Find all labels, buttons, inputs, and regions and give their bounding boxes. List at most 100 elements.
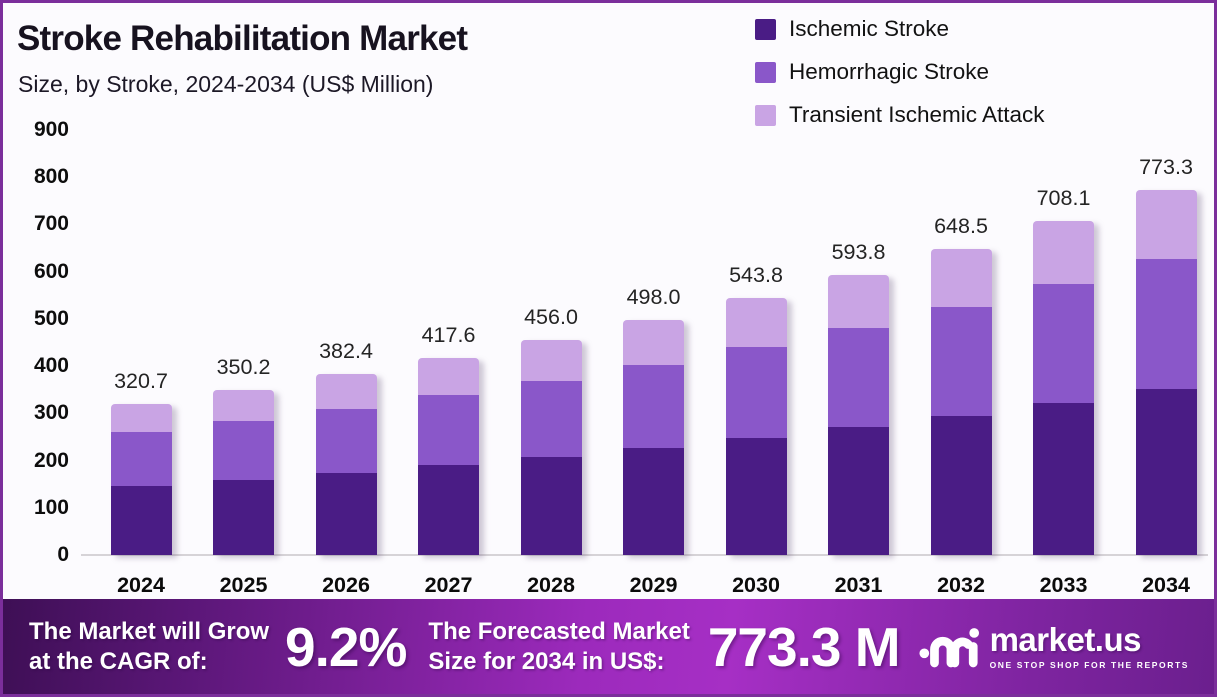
marketus-text-block: market.us ONE STOP SHOP FOR THE REPORTS (990, 623, 1189, 670)
y-tick-label-300: 300 (33, 401, 69, 425)
segment-hemorrhagic-stroke-2025 (213, 421, 274, 480)
axis-baseline (81, 554, 1208, 556)
segment-transient-ischemic-attack-2034 (1135, 189, 1197, 260)
marketus-tagline: ONE STOP SHOP FOR THE REPORTS (989, 660, 1190, 670)
segment-ischemic-stroke-2033 (1033, 402, 1094, 555)
x-axis-label-2033: 2033 (1039, 573, 1088, 597)
segment-hemorrhagic-stroke-2032 (930, 306, 992, 416)
segment-hemorrhagic-stroke-2031 (828, 327, 889, 428)
bar-2025 (213, 389, 274, 555)
bar-total-label-2030: 543.8 (729, 263, 783, 288)
segment-hemorrhagic-stroke-2029 (623, 364, 684, 448)
segment-transient-ischemic-attack-2027 (418, 357, 479, 396)
plot-area: 320.7 350.2 382.4 417.6 456.0 498.0 543.8 593.8… (81, 130, 1208, 555)
bar-total-label-2028: 456.0 (524, 304, 578, 329)
cagr-label-line1: The Market will Grow (29, 617, 270, 645)
legend-label: Ischemic Stroke (789, 16, 950, 41)
segment-transient-ischemic-attack-2026 (315, 374, 377, 409)
x-axis-label-2027: 2027 (424, 573, 473, 597)
x-axis-label-2030: 2030 (732, 573, 780, 597)
y-tick-label-500: 500 (33, 306, 69, 330)
forecast-label-line2: Size for 2034 in US$: (428, 647, 665, 675)
y-tick-label-0: 0 (57, 543, 69, 566)
bar-total-label-2034: 773.3 (1139, 154, 1193, 179)
cagr-value: 9.2% (285, 615, 407, 678)
forecast-label-line1: The Forecasted Market (428, 617, 690, 645)
segment-ischemic-stroke-2029 (623, 448, 684, 555)
legend-label: Transient Ischemic Attack (789, 102, 1045, 127)
legend-item-hemorrhagic-stroke: Hemorrhagic Stroke (755, 59, 1045, 85)
y-tick-label-600: 600 (33, 259, 69, 283)
segment-ischemic-stroke-2028 (520, 457, 582, 555)
segment-transient-ischemic-attack-2028 (520, 339, 582, 381)
bar-2032 (930, 248, 992, 555)
bar-2031 (828, 274, 889, 555)
segment-hemorrhagic-stroke-2028 (520, 380, 582, 458)
legend-item-transient-ischemic-attack: Transient Ischemic Attack (755, 102, 1045, 128)
segment-hemorrhagic-stroke-2034 (1135, 259, 1197, 389)
segment-transient-ischemic-attack-2025 (213, 389, 274, 422)
marketus-swirl-icon (919, 628, 979, 668)
bar-2034 (1135, 189, 1197, 555)
segment-ischemic-stroke-2031 (828, 427, 889, 555)
bar-2028 (520, 339, 582, 555)
segment-transient-ischemic-attack-2024 (110, 403, 172, 433)
y-tick-label-700: 700 (33, 212, 69, 236)
legend: Ischemic Stroke Hemorrhagic Stroke Trans… (755, 16, 1045, 145)
x-axis-label-2028: 2028 (527, 573, 575, 597)
forecast-label: The Forecasted Market Size for 2034 in U… (428, 617, 689, 677)
segment-ischemic-stroke-2024 (110, 486, 172, 555)
legend-swatch-ischemic (755, 18, 776, 40)
x-axis-label-2034: 2034 (1142, 573, 1190, 597)
bottom-banner: The Market will Grow at the CAGR of: 9.2… (3, 599, 1214, 694)
bar-2026 (315, 374, 377, 555)
marketus-wordmark: market.us (989, 621, 1142, 658)
segment-hemorrhagic-stroke-2024 (110, 432, 172, 487)
segment-ischemic-stroke-2025 (213, 479, 274, 555)
segment-ischemic-stroke-2027 (418, 465, 479, 555)
bar-total-label-2026: 382.4 (319, 339, 373, 364)
bar-total-label-2031: 593.8 (831, 239, 886, 264)
bar-total-label-2024: 320.7 (114, 368, 168, 393)
marketus-logo: market.us ONE STOP SHOP FOR THE REPORTS (918, 623, 1189, 670)
x-axis-label-2025: 2025 (219, 573, 268, 597)
bar-2030 (725, 298, 787, 555)
legend-swatch-hemorrhagic (755, 61, 776, 83)
y-tick-label-400: 400 (33, 354, 69, 378)
cagr-label-line2: at the CAGR of: (29, 647, 208, 675)
bar-total-label-2025: 350.2 (216, 354, 271, 379)
bar-2033 (1033, 220, 1094, 555)
legend-swatch-tia (755, 104, 776, 126)
segment-hemorrhagic-stroke-2027 (418, 395, 479, 466)
segment-transient-ischemic-attack-2033 (1033, 220, 1094, 285)
legend-item-ischemic-stroke: Ischemic Stroke (755, 16, 1045, 42)
x-axis-label-2032: 2032 (937, 573, 985, 597)
bar-total-label-2033: 708.1 (1036, 185, 1091, 210)
segment-hemorrhagic-stroke-2033 (1033, 284, 1094, 403)
segment-transient-ischemic-attack-2032 (930, 248, 992, 307)
bar-2024 (110, 403, 172, 555)
x-axis-label-2024: 2024 (117, 573, 165, 597)
bar-2027 (418, 357, 479, 555)
forecast-value: 773.3 M (707, 615, 901, 678)
y-tick-label-100: 100 (33, 495, 69, 519)
bar-total-label-2029: 498.0 (626, 284, 681, 309)
segment-transient-ischemic-attack-2029 (623, 319, 684, 365)
bar-total-label-2027: 417.6 (421, 322, 476, 347)
page-title: Stroke Rehabilitation Market (17, 19, 468, 58)
segment-ischemic-stroke-2032 (930, 415, 992, 555)
x-axis-label-2029: 2029 (629, 573, 678, 597)
segment-ischemic-stroke-2030 (725, 438, 787, 555)
segment-transient-ischemic-attack-2031 (828, 274, 889, 328)
legend-label: Hemorrhagic Stroke (789, 59, 990, 84)
page-subtitle: Size, by Stroke, 2024-2034 (US$ Million) (18, 71, 434, 97)
y-tick-label-900: 900 (33, 118, 69, 141)
segment-hemorrhagic-stroke-2030 (725, 347, 787, 439)
segment-hemorrhagic-stroke-2026 (315, 408, 377, 473)
bar-2029 (623, 319, 684, 555)
y-tick-label-200: 200 (33, 448, 69, 472)
y-tick-label-800: 800 (33, 165, 69, 189)
x-axis-label-2026: 2026 (322, 573, 370, 597)
bar-total-label-2032: 648.5 (934, 213, 988, 238)
